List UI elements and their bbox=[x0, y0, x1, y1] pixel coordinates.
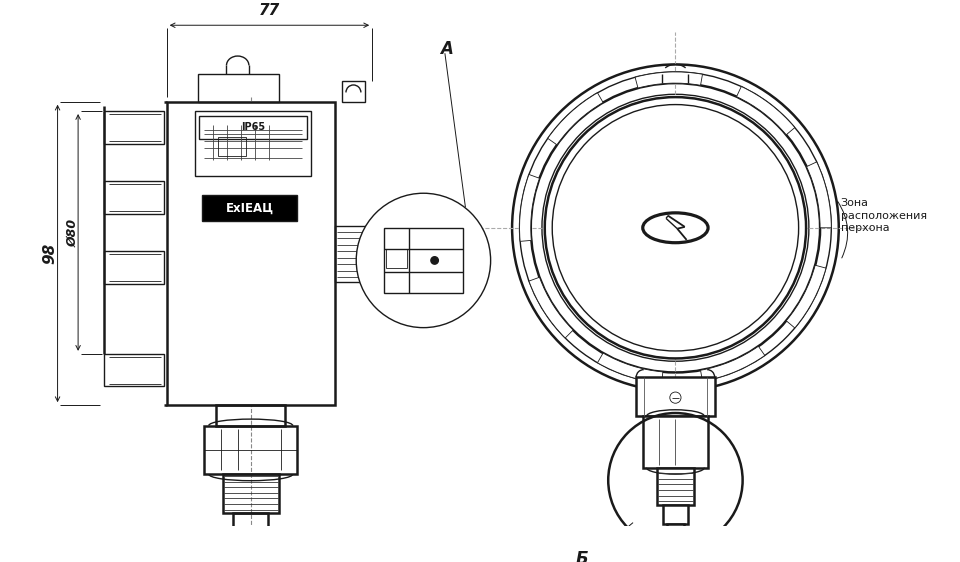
Bar bbox=[342, 81, 365, 102]
Bar bbox=[240, 532, 262, 543]
Bar bbox=[663, 505, 687, 524]
Bar bbox=[233, 513, 269, 532]
Bar bbox=[643, 416, 708, 468]
Wedge shape bbox=[786, 265, 826, 328]
Wedge shape bbox=[806, 162, 831, 228]
Text: Зона
расположения
перхона: Зона расположения перхона bbox=[841, 198, 926, 233]
Text: 98: 98 bbox=[42, 243, 58, 264]
Bar bbox=[636, 377, 714, 416]
Text: ExIЕАЦ: ExIЕАЦ bbox=[226, 202, 274, 215]
Bar bbox=[667, 524, 684, 535]
Wedge shape bbox=[636, 72, 703, 88]
Bar bbox=[657, 468, 694, 505]
Circle shape bbox=[670, 392, 681, 404]
Circle shape bbox=[544, 97, 806, 359]
Bar bbox=[105, 353, 164, 387]
Circle shape bbox=[512, 65, 839, 391]
Text: 77: 77 bbox=[259, 3, 280, 18]
Text: IP65: IP65 bbox=[241, 123, 265, 133]
Text: A: A bbox=[441, 39, 453, 57]
Bar bbox=[223, 474, 278, 513]
Text: Б: Б bbox=[576, 550, 588, 562]
Bar bbox=[335, 226, 372, 282]
Bar bbox=[216, 405, 285, 425]
Bar bbox=[195, 111, 311, 176]
Wedge shape bbox=[597, 353, 662, 383]
Wedge shape bbox=[701, 346, 765, 381]
Text: Ø80: Ø80 bbox=[66, 219, 79, 247]
Circle shape bbox=[431, 257, 439, 264]
Bar bbox=[384, 228, 463, 293]
Bar bbox=[105, 181, 164, 214]
Bar bbox=[200, 116, 307, 139]
Bar bbox=[198, 74, 278, 102]
Wedge shape bbox=[736, 87, 795, 135]
Bar bbox=[386, 249, 407, 268]
Wedge shape bbox=[548, 93, 603, 145]
Circle shape bbox=[356, 193, 491, 328]
Bar bbox=[372, 219, 391, 289]
Bar bbox=[167, 102, 335, 405]
Bar bbox=[218, 137, 246, 156]
Bar bbox=[203, 195, 298, 221]
Wedge shape bbox=[529, 277, 573, 338]
Wedge shape bbox=[519, 174, 540, 241]
Bar bbox=[204, 425, 298, 474]
Bar bbox=[105, 111, 164, 144]
Bar bbox=[105, 251, 164, 284]
